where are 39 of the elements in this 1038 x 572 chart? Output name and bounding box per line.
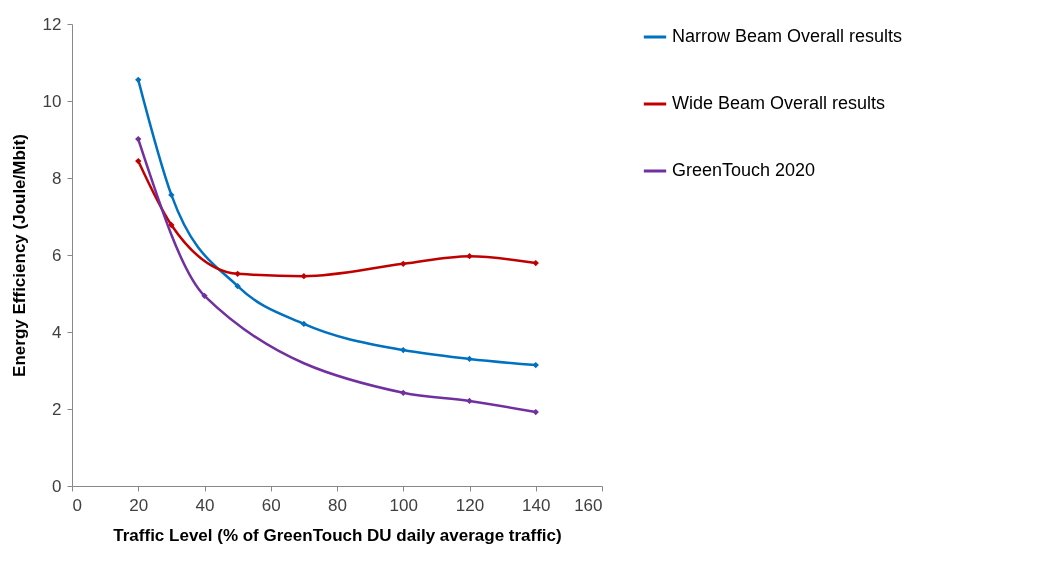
legend-label: Narrow Beam Overall results xyxy=(672,26,903,46)
x-tick-label: 140 xyxy=(522,495,551,515)
point xyxy=(466,355,473,363)
x-tick-label: 20 xyxy=(129,495,149,515)
x-tick-label: 100 xyxy=(389,495,418,515)
legend-label: Wide Beam Overall results xyxy=(672,93,886,113)
x-axis-title: Traffic Level (% of GreenTouch DU daily average traffic) xyxy=(113,525,562,545)
y-tick-label: 0 xyxy=(52,476,62,496)
point xyxy=(532,408,539,416)
y-tick-label: 6 xyxy=(52,245,62,265)
point xyxy=(168,221,175,229)
y-axis-title: Energy Efficiency (Joule/Mbit) xyxy=(9,134,29,377)
point xyxy=(135,135,142,143)
point xyxy=(400,260,407,268)
x-tick-label: 80 xyxy=(328,495,347,515)
x-tick-label: 0 xyxy=(72,495,82,515)
x-tick-label: 120 xyxy=(455,495,485,515)
point xyxy=(201,292,208,299)
point xyxy=(400,346,407,354)
y-tick-label: 4 xyxy=(52,322,62,342)
point xyxy=(466,252,473,260)
legend-label: GreenTouch 2020 xyxy=(672,160,816,180)
point xyxy=(400,389,407,396)
point xyxy=(234,270,241,278)
y-tick-label: 12 xyxy=(42,14,62,34)
point xyxy=(168,191,175,199)
point xyxy=(234,283,241,290)
point xyxy=(532,259,539,267)
x-tick-label: 60 xyxy=(261,495,281,515)
point xyxy=(532,361,539,369)
point xyxy=(300,320,308,328)
y-tick-label: 2 xyxy=(52,399,62,419)
point xyxy=(135,76,142,83)
point xyxy=(135,157,142,165)
y-tick-label: 8 xyxy=(52,168,62,188)
x-tick-label: 40 xyxy=(195,495,215,515)
x-tick-label: 160 xyxy=(574,495,603,515)
point xyxy=(466,397,473,405)
y-tick-label: 10 xyxy=(42,91,62,111)
